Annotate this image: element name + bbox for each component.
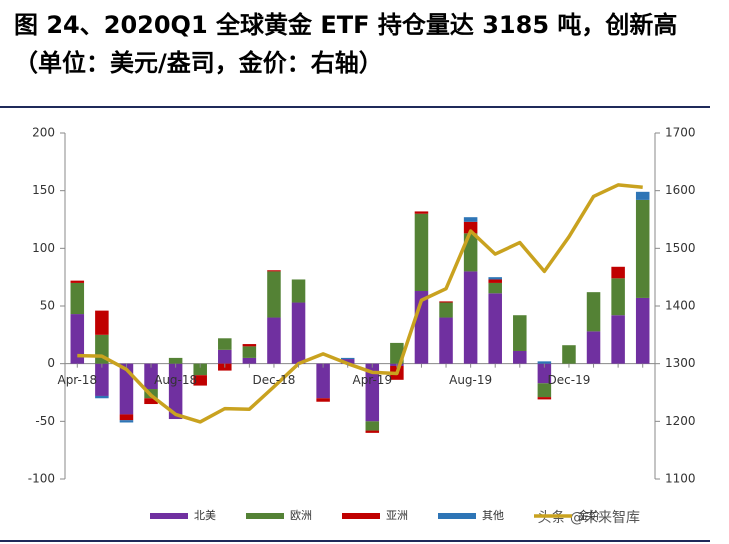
bar: [242, 346, 257, 358]
line: [77, 183, 643, 424]
bar: [463, 217, 478, 222]
y2-tick-label: 1300: [665, 356, 696, 370]
bar: [586, 331, 601, 364]
chart-title: 图 24、2020Q1 全球黄金 ETF 持仓量达 3185 吨，创新高（单位：…: [14, 11, 678, 77]
legend-swatch: [342, 513, 380, 519]
y2-tick-label: 1600: [665, 183, 696, 197]
legend-swatch: [246, 513, 284, 519]
bar: [488, 282, 502, 294]
bar: [291, 302, 306, 364]
bar: [439, 301, 453, 303]
x-tick-label: Aug-18: [154, 373, 197, 387]
y2-tick-label: 1700: [665, 126, 696, 140]
bar: [414, 213, 429, 292]
bar: [513, 315, 527, 351]
bar: [340, 357, 355, 360]
legend-swatch: [150, 513, 188, 519]
bar: [537, 383, 552, 398]
legend-label: 北美: [194, 509, 216, 522]
y-tick-label: 0: [47, 356, 55, 370]
bar: [365, 430, 380, 433]
bar: [414, 211, 429, 214]
bar: [242, 344, 257, 347]
bar: [119, 363, 134, 415]
y-tick-label: 150: [32, 183, 55, 197]
bar: [267, 271, 281, 318]
bar: [635, 297, 650, 364]
bar: [340, 359, 355, 364]
bar: [267, 270, 281, 272]
bar: [611, 266, 625, 279]
bar: [95, 395, 109, 399]
bar: [537, 397, 552, 400]
y2-tick-label: 1200: [665, 414, 696, 428]
x-tick-label: Aug-19: [449, 373, 492, 387]
x-tick-label: Dec-19: [548, 373, 591, 387]
bar: [488, 293, 502, 364]
bar: [193, 375, 207, 386]
x-tick-label: Apr-19: [352, 373, 392, 387]
y2-tick-label: 1400: [665, 299, 696, 313]
bar: [119, 420, 134, 423]
bar: [70, 314, 85, 364]
bar: [242, 357, 257, 364]
legend-label: 其他: [482, 509, 504, 522]
bar: [144, 398, 158, 405]
legend-label: 金价: [578, 508, 600, 522]
y-tick-label: 200: [32, 126, 55, 140]
legend-swatch: [438, 513, 476, 519]
bar: [635, 191, 650, 200]
bar: [537, 361, 552, 364]
bar: [193, 363, 207, 376]
y-tick-label: 100: [32, 241, 55, 255]
bar: [168, 357, 183, 364]
bar: [316, 363, 330, 399]
bar: [488, 279, 502, 283]
x-tick-label: Dec-18: [253, 373, 296, 387]
bar: [537, 363, 552, 384]
y2-tick-label: 1100: [665, 472, 696, 486]
bar: [316, 398, 330, 402]
legend-label: 欧洲: [290, 509, 312, 522]
bar: [95, 363, 109, 396]
y2-tick-label: 1500: [665, 241, 696, 255]
bar: [562, 345, 576, 364]
bar: [463, 221, 478, 234]
bar: [144, 363, 158, 390]
watermark: 头条 @未来智库: [538, 509, 640, 526]
bar: [439, 317, 453, 364]
bar: [95, 310, 109, 335]
y-tick-label: -100: [28, 472, 55, 486]
bar: [70, 280, 85, 283]
bar: [365, 421, 380, 431]
bar: [488, 277, 502, 280]
y-tick-label: 50: [40, 299, 55, 313]
bar: [439, 302, 453, 318]
bar: [267, 317, 281, 364]
y-tick-label: -50: [35, 414, 55, 428]
bar: [586, 292, 601, 332]
legend-label: 亚洲: [386, 509, 408, 522]
bar: [119, 414, 134, 421]
bar: [635, 199, 650, 298]
bar: [218, 338, 232, 350]
bar: [291, 279, 306, 303]
bar: [70, 282, 85, 315]
bar: [365, 363, 380, 422]
x-tick-label: Apr-18: [57, 373, 97, 387]
bar: [513, 350, 527, 364]
bar: [611, 315, 625, 364]
bar: [168, 363, 183, 420]
bar: [218, 349, 232, 364]
bar: [463, 271, 478, 364]
bar: [611, 278, 625, 316]
